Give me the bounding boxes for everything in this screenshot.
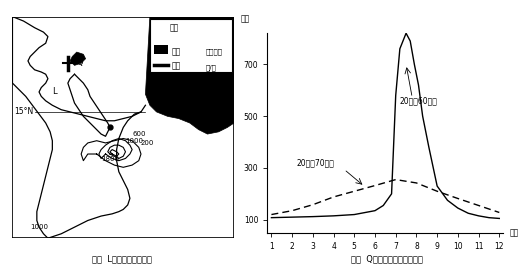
Text: 图例: 图例 xyxy=(170,23,179,32)
Text: 1800: 1800 xyxy=(101,156,119,162)
Text: 大坝: 大坝 xyxy=(172,61,181,70)
Text: 600: 600 xyxy=(132,131,146,137)
Text: 20世纪60年代: 20世纪60年代 xyxy=(400,96,438,105)
Text: 百万立方: 百万立方 xyxy=(205,49,222,55)
Text: 15°N: 15°N xyxy=(15,107,34,116)
Text: 月份: 月份 xyxy=(510,228,519,237)
Text: 图甲  L河流域年降水量图: 图甲 L河流域年降水量图 xyxy=(92,254,152,263)
Text: 1000: 1000 xyxy=(30,224,48,230)
Text: 图乙  Q湖以下河段流量变化图: 图乙 Q湖以下河段流量变化图 xyxy=(351,254,422,263)
Polygon shape xyxy=(154,45,168,54)
Text: 20世纪70年代: 20世纪70年代 xyxy=(296,158,334,167)
Text: 200: 200 xyxy=(141,140,154,146)
Polygon shape xyxy=(70,52,86,65)
Text: 流量: 流量 xyxy=(240,14,250,23)
Text: 水域: 水域 xyxy=(172,48,181,57)
Text: 1000: 1000 xyxy=(126,138,143,144)
Text: 米/日: 米/日 xyxy=(205,64,216,71)
Text: L: L xyxy=(52,87,57,96)
Text: Q: Q xyxy=(77,58,84,67)
Polygon shape xyxy=(145,17,234,134)
Bar xyxy=(150,19,232,72)
